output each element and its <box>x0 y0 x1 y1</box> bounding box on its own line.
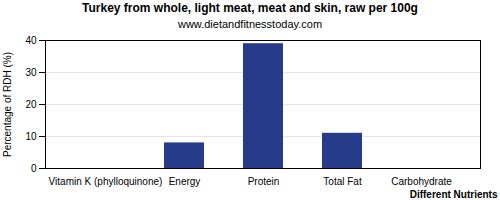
svg-text:10: 10 <box>25 131 37 142</box>
svg-text:Vitamin K (phylloquinone): Vitamin K (phylloquinone) <box>49 176 163 187</box>
svg-text:40: 40 <box>25 35 37 46</box>
svg-text:30: 30 <box>25 67 37 78</box>
svg-text:20: 20 <box>25 99 37 110</box>
svg-text:Energy: Energy <box>169 176 201 187</box>
html-text:www.dietandfitnesstoday.com: www.dietandfitnesstoday.com <box>178 18 322 30</box>
svg-text:Protein: Protein <box>248 176 280 187</box>
svg-text:Total Fat: Total Fat <box>323 176 362 187</box>
svg-text:Different Nutrients: Different Nutrients <box>410 189 498 200</box>
svg-text:Carbohydrate: Carbohydrate <box>391 176 452 187</box>
svg-text:0: 0 <box>31 163 37 174</box>
svg-text:Percentage of RDH (%): Percentage of RDH (%) <box>2 52 13 157</box>
html-text:Turkey from whole, light meat,: Turkey from whole, light meat, meat and … <box>82 1 418 15</box>
